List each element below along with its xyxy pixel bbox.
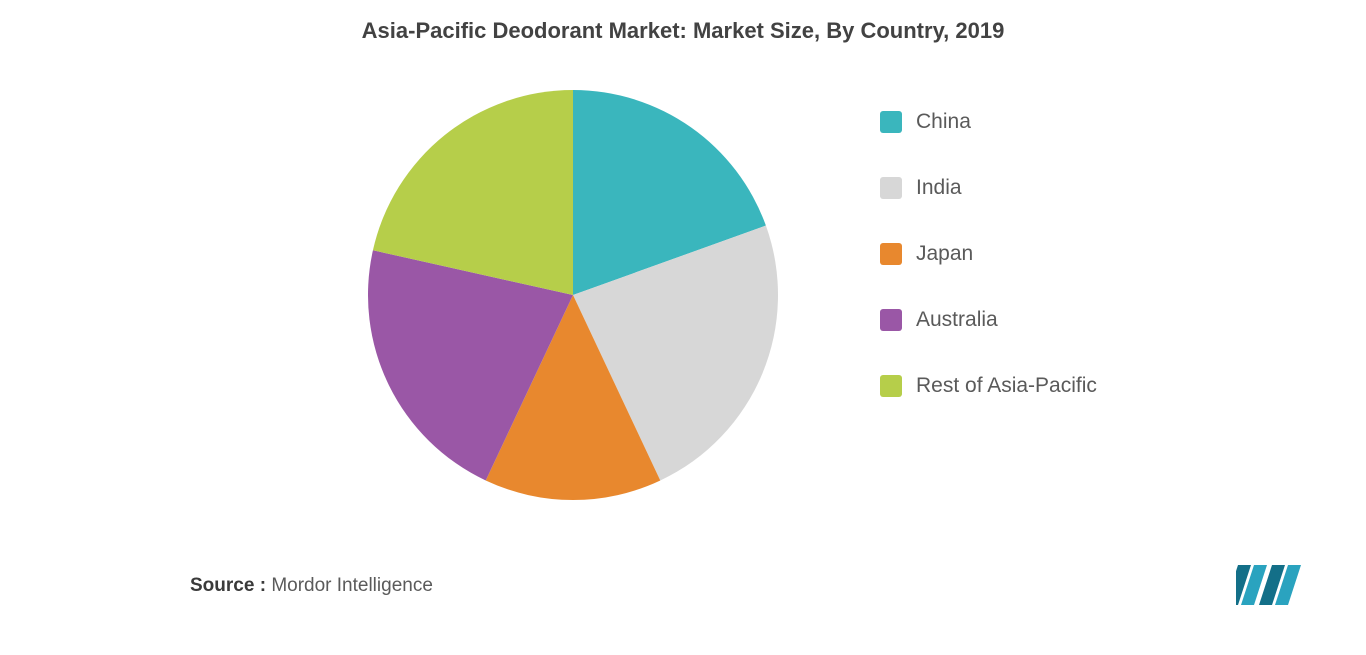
- source-attribution: Source : Mordor Intelligence: [190, 575, 433, 597]
- legend-label: Japan: [916, 242, 973, 266]
- brand-logo: [1236, 563, 1308, 607]
- source-prefix: Source :: [190, 575, 266, 596]
- source-name: Mordor Intelligence: [271, 575, 433, 596]
- legend-item-rest-of-asia-pacific: Rest of Asia-Pacific: [880, 374, 1097, 398]
- chart-area: China India Japan Australia Rest of Asia-Pac…: [0, 70, 1366, 550]
- legend-item-india: India: [880, 176, 1097, 200]
- legend-label: Australia: [916, 308, 998, 332]
- legend-item-japan: Japan: [880, 242, 1097, 266]
- legend-swatch: [880, 309, 902, 331]
- legend-item-australia: Australia: [880, 308, 1097, 332]
- legend-swatch: [880, 243, 902, 265]
- pie-chart: [368, 90, 778, 500]
- legend-label: India: [916, 176, 962, 200]
- legend: China India Japan Australia Rest of Asia-Pac…: [880, 110, 1097, 398]
- legend-label: Rest of Asia-Pacific: [916, 374, 1097, 398]
- legend-item-china: China: [880, 110, 1097, 134]
- chart-title: Asia-Pacific Deodorant Market: Market Si…: [0, 0, 1366, 44]
- legend-label: China: [916, 110, 971, 134]
- legend-swatch: [880, 177, 902, 199]
- legend-swatch: [880, 111, 902, 133]
- legend-swatch: [880, 375, 902, 397]
